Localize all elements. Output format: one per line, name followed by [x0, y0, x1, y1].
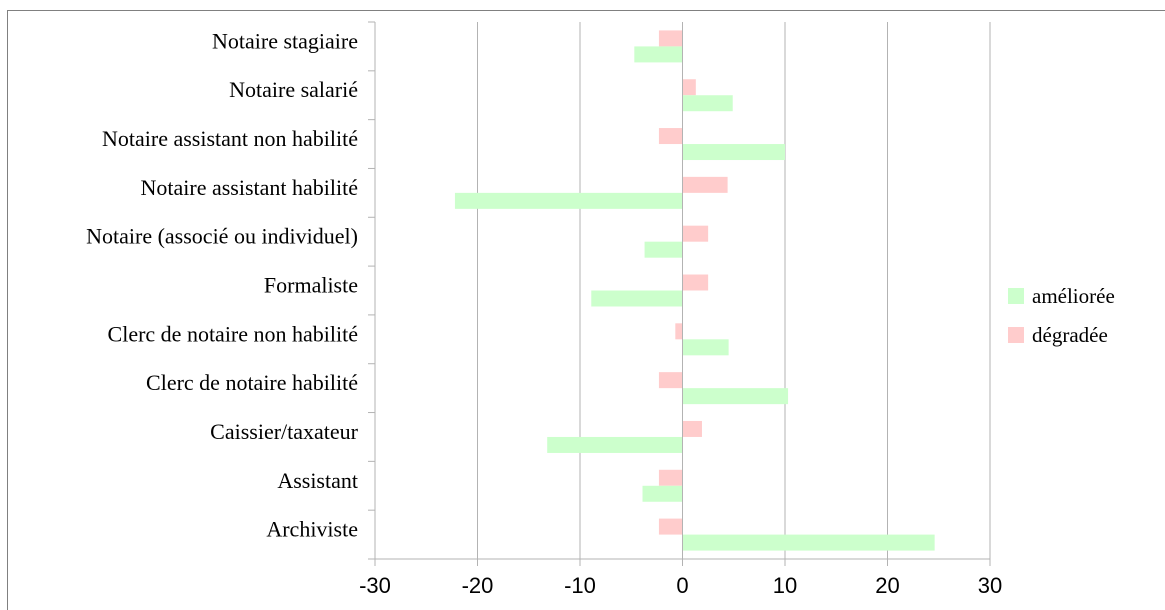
legend-label-1: dégradée [1032, 323, 1108, 347]
bar-degradee-4 [682, 225, 709, 242]
category-label-5: Formaliste [264, 273, 358, 298]
chart-frame [7, 10, 1165, 610]
bar-amelioree-3 [454, 192, 683, 209]
category-label-6: Clerc de notaire non habilité [108, 321, 358, 346]
x-tick-label-5: 20 [875, 573, 899, 598]
category-label-4: Notaire (associé ou individuel) [86, 224, 358, 249]
category-label-8: Caissier/taxateur [210, 419, 359, 444]
legend: améliorée dégradée [1008, 284, 1115, 347]
legend-label-0: améliorée [1032, 284, 1115, 308]
x-tick-label-1: -20 [462, 573, 494, 598]
x-tick-label-4: 10 [773, 573, 797, 598]
legend-swatch-1 [1008, 327, 1024, 343]
bar-degradee-6 [675, 323, 683, 340]
category-label-3: Notaire assistant habilité [141, 175, 359, 200]
bar-degradee-7 [658, 372, 683, 389]
bar-amelioree-10 [682, 534, 935, 551]
bar-degradee-1 [682, 79, 696, 96]
tick-labels: -30 -20 -10 0 10 20 30 [359, 573, 1002, 598]
x-tick-label-3: 0 [676, 573, 688, 598]
category-label-7: Clerc de notaire habilité [146, 370, 358, 395]
bar-amelioree-6 [682, 339, 729, 356]
bar-degradee-8 [682, 420, 702, 437]
category-label-1: Notaire salarié [229, 77, 358, 102]
bar-amelioree-2 [682, 144, 785, 161]
bars [454, 30, 935, 551]
category-label-10: Archiviste [266, 517, 358, 542]
bar-amelioree-0 [634, 46, 683, 63]
bar-degradee-10 [658, 518, 683, 535]
bar-degradee-3 [682, 176, 728, 193]
bar-amelioree-4 [644, 241, 683, 258]
x-tick-label-6: 30 [978, 573, 1002, 598]
category-label-0: Notaire stagiaire [212, 28, 358, 53]
bar-amelioree-7 [682, 388, 789, 405]
bar-degradee-0 [658, 30, 683, 47]
x-tick-label-0: -30 [359, 573, 391, 598]
legend-swatch-0 [1008, 288, 1024, 304]
bar-amelioree-8 [547, 436, 683, 453]
category-label-2: Notaire assistant non habilité [102, 126, 358, 151]
bar-amelioree-1 [682, 95, 733, 112]
bar-degradee-5 [682, 274, 709, 291]
bar-degradee-9 [658, 469, 683, 486]
category-labels: Notaire stagiaire Notaire salarié Notaire … [86, 28, 359, 541]
x-tick-label-2: -10 [564, 573, 596, 598]
bar-amelioree-9 [642, 485, 683, 502]
bar-degradee-2 [658, 128, 683, 145]
category-label-9: Assistant [277, 468, 358, 493]
axes [368, 21, 991, 566]
bar-amelioree-5 [591, 290, 683, 307]
